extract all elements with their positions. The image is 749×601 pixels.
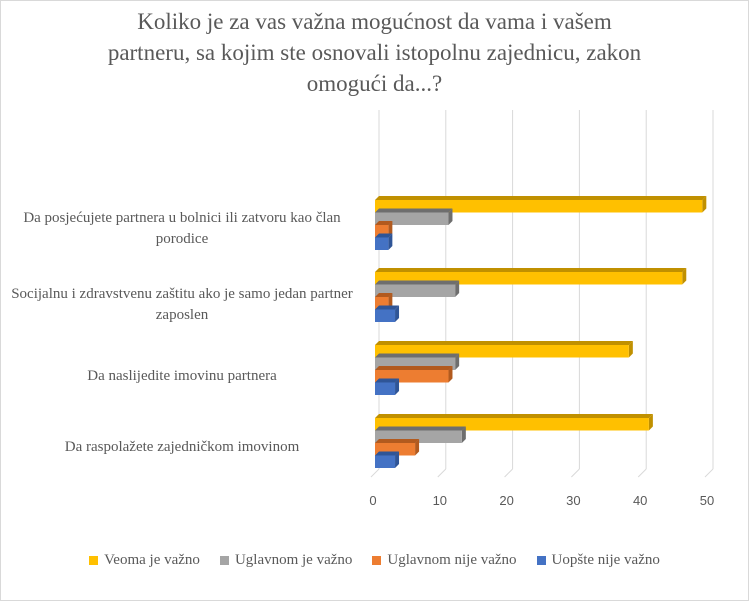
category-label: Da naslijedite imovinu partnera: [87, 368, 277, 384]
x-tick-label: 10: [433, 493, 447, 508]
legend-swatch: [536, 556, 546, 565]
legend-item: Veoma je važno: [89, 552, 200, 569]
bar: [375, 284, 456, 297]
bar-side: [455, 353, 460, 370]
gridline-floor: [571, 468, 580, 478]
bar-side: [461, 426, 466, 443]
gridline-floor: [370, 468, 380, 478]
bar-side: [682, 268, 687, 285]
title-line: omogući da...?: [306, 71, 443, 96]
bar-top: [375, 353, 460, 358]
legend-item: Uglavnom nije važno: [372, 552, 517, 569]
bar-side: [702, 196, 707, 213]
x-tick-label: 20: [499, 493, 513, 508]
x-tick-label: 30: [566, 493, 580, 508]
category-label: Socijalnu i zdravstvenu zaštitu ako je s…: [11, 286, 353, 323]
gridline-floor: [704, 468, 714, 478]
x-tick-label: 0: [369, 493, 376, 508]
bar-top: [375, 196, 707, 200]
bar-top: [375, 208, 453, 213]
chart-title: Koliko je za vas važna mogućnost da vama…: [60, 6, 689, 99]
bar: [375, 212, 449, 225]
bar-side: [415, 439, 420, 456]
bar-top: [375, 280, 460, 285]
legend-item: Uopšte nije važno: [536, 552, 660, 569]
bar-top: [375, 426, 466, 431]
bar-side: [388, 293, 393, 310]
bar-top: [375, 439, 420, 443]
bar: [375, 382, 396, 395]
bar-top: [375, 378, 400, 383]
bar-side: [648, 414, 653, 431]
bar-top: [375, 293, 393, 297]
bar-side: [448, 366, 453, 383]
bar-side: [455, 280, 460, 297]
title-line: partneru, sa kojim ste osnovali istopoln…: [107, 40, 642, 65]
bar-side: [395, 378, 400, 395]
legend-swatch: [89, 556, 99, 565]
bar: [375, 237, 389, 250]
gridline-floor: [437, 468, 447, 478]
bar-side: [395, 305, 400, 322]
bar-top: [375, 268, 687, 272]
legend-swatch: [219, 556, 229, 565]
bar-side: [395, 451, 400, 468]
bar-top: [375, 366, 453, 370]
bar-top: [375, 305, 400, 310]
legend-swatch: [372, 556, 382, 565]
x-tick-label: 50: [700, 493, 714, 508]
bar-side: [388, 233, 393, 250]
bar: [375, 200, 703, 213]
x-tick-label: 40: [633, 493, 647, 508]
title-line: Koliko je za vas važna mogućnost da vama…: [137, 9, 612, 34]
bar-top: [375, 341, 633, 345]
legend-item: Uglavnom je važno: [219, 552, 353, 569]
bar-top: [375, 233, 393, 238]
legend-label: Veoma je važno: [104, 552, 200, 568]
legend: Veoma je važno Uglavnom je važno Uglavno…: [0, 552, 749, 569]
bar-side: [388, 221, 393, 238]
bar-top: [375, 414, 653, 418]
gridline-floor: [504, 468, 513, 478]
bar-side: [448, 208, 453, 225]
category-label: Da raspolažete zajedničkom imovinom: [64, 439, 300, 455]
legend-label: Uglavnom nije važno: [387, 552, 517, 568]
bar: [375, 455, 396, 468]
bar-side: [628, 341, 633, 358]
bar-top: [375, 221, 393, 225]
legend-label: Uopšte nije važno: [551, 552, 660, 568]
legend-label: Uglavnom je važno: [234, 552, 353, 568]
category-label: Da posjećujete partnera u bolnici ili za…: [23, 210, 341, 247]
gridline-floor: [637, 468, 647, 478]
bar-top: [375, 451, 400, 456]
bar: [375, 309, 396, 322]
